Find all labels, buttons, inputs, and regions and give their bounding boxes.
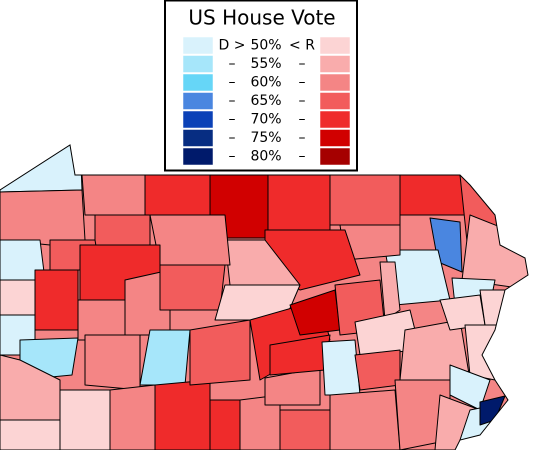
legend-right: – <box>299 149 306 165</box>
legend-right: – <box>299 56 306 72</box>
legend: US House Vote D >50% < R– 55% –– 60% –– 65% –– 7… <box>164 0 358 172</box>
legend-label: 65% <box>250 93 281 109</box>
legend-swatch-r <box>319 129 351 147</box>
legend-left: – <box>229 75 236 91</box>
legend-left: – <box>229 149 236 165</box>
legend-left: – <box>229 93 236 109</box>
legend-left: D > <box>219 38 246 54</box>
legend-swatch-r <box>319 55 351 73</box>
legend-swatch-d <box>182 147 214 166</box>
legend-swatch-d <box>182 55 214 73</box>
legend-right: < R <box>289 38 315 54</box>
legend-swatch-r <box>319 110 351 129</box>
counties <box>0 145 528 450</box>
legend-label: 75% <box>250 130 281 146</box>
legend-right: – <box>299 75 306 91</box>
legend-right: – <box>299 112 306 128</box>
legend-right: – <box>299 130 306 146</box>
legend-label: 55% <box>250 56 281 72</box>
legend-swatch-r <box>319 73 351 92</box>
legend-swatch-r <box>319 147 351 166</box>
legend-left: – <box>229 130 236 146</box>
legend-swatch-d <box>182 73 214 92</box>
legend-swatch-d <box>182 92 214 110</box>
legend-label: 50% <box>250 38 281 54</box>
legend-swatch-r <box>319 36 351 55</box>
legend-label: 70% <box>250 112 281 128</box>
legend-title: US House Vote <box>188 6 335 30</box>
legend-swatch-r <box>319 92 351 110</box>
legend-label: 80% <box>250 149 281 165</box>
legend-label: 60% <box>250 75 281 91</box>
legend-swatch-d <box>182 110 214 129</box>
legend-left: – <box>229 112 236 128</box>
legend-left: – <box>229 56 236 72</box>
legend-right: – <box>299 93 306 109</box>
state-outline <box>0 144 529 450</box>
legend-swatch-d <box>182 36 214 55</box>
legend-swatch-d <box>182 129 214 147</box>
